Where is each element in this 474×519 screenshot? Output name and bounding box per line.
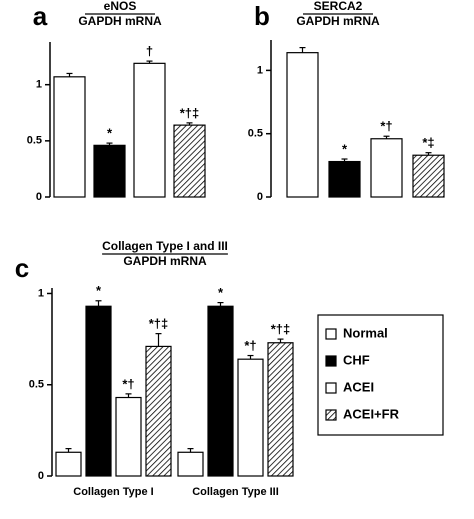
chart-title: eNOS xyxy=(104,0,137,13)
x-tick-label: Collagen Type I xyxy=(73,486,153,498)
legend-label: CHF xyxy=(343,352,370,367)
y-tick-label: 0 xyxy=(257,191,263,203)
chart-title: SERCA2 xyxy=(314,0,363,13)
y-tick-label: 1 xyxy=(36,79,42,91)
bar xyxy=(207,305,234,477)
bar xyxy=(115,396,142,477)
bar xyxy=(133,62,166,198)
annotation: *† xyxy=(380,119,392,134)
legend-swatch xyxy=(325,355,337,367)
bar xyxy=(53,76,86,198)
legend-swatch xyxy=(325,382,337,394)
panel-label: c xyxy=(15,253,29,283)
bar xyxy=(286,52,319,198)
bar xyxy=(370,138,403,198)
chart-subtitle: GAPDH mRNA xyxy=(78,14,162,28)
y-tick-label: 1 xyxy=(38,287,44,299)
annotation: *†‡ xyxy=(271,322,291,337)
annotation: † xyxy=(146,44,153,59)
legend-swatch xyxy=(325,328,337,340)
bar xyxy=(145,345,172,477)
bar xyxy=(173,124,206,198)
x-tick-label: Collagen Type III xyxy=(192,486,279,498)
y-tick-label: 0.5 xyxy=(248,128,263,140)
annotation: *† xyxy=(122,376,134,391)
legend-box xyxy=(317,314,444,436)
annotation: * xyxy=(96,283,102,298)
panel-label: a xyxy=(33,1,48,31)
y-tick-label: 0 xyxy=(36,191,42,203)
y-tick-label: 0.5 xyxy=(27,135,42,147)
annotation: * xyxy=(342,141,348,156)
bar xyxy=(55,451,82,477)
annotation: * xyxy=(107,126,113,141)
annotation: * xyxy=(218,285,224,300)
legend-label: ACEI+FR xyxy=(343,406,400,421)
annotation: *‡ xyxy=(422,135,434,150)
annotation: *† xyxy=(244,338,256,353)
bar xyxy=(93,144,126,198)
y-tick-label: 0.5 xyxy=(29,379,44,391)
legend-swatch xyxy=(325,409,337,421)
chart-subtitle: GAPDH mRNA xyxy=(123,254,207,268)
annotation: *†‡ xyxy=(180,105,200,120)
panel-label: b xyxy=(254,1,270,31)
y-tick-label: 0 xyxy=(38,470,44,482)
bar xyxy=(237,358,264,477)
bar xyxy=(412,154,445,198)
chart-subtitle: GAPDH mRNA xyxy=(296,14,380,28)
annotation: *†‡ xyxy=(149,316,169,331)
y-tick-label: 1 xyxy=(257,64,263,76)
legend-label: ACEI xyxy=(343,379,374,394)
bar xyxy=(177,451,204,477)
legend-label: Normal xyxy=(343,325,388,340)
chart-title: Collagen Type I and III xyxy=(102,239,228,253)
bar xyxy=(85,305,112,477)
bar xyxy=(267,342,294,477)
bar xyxy=(328,160,361,198)
